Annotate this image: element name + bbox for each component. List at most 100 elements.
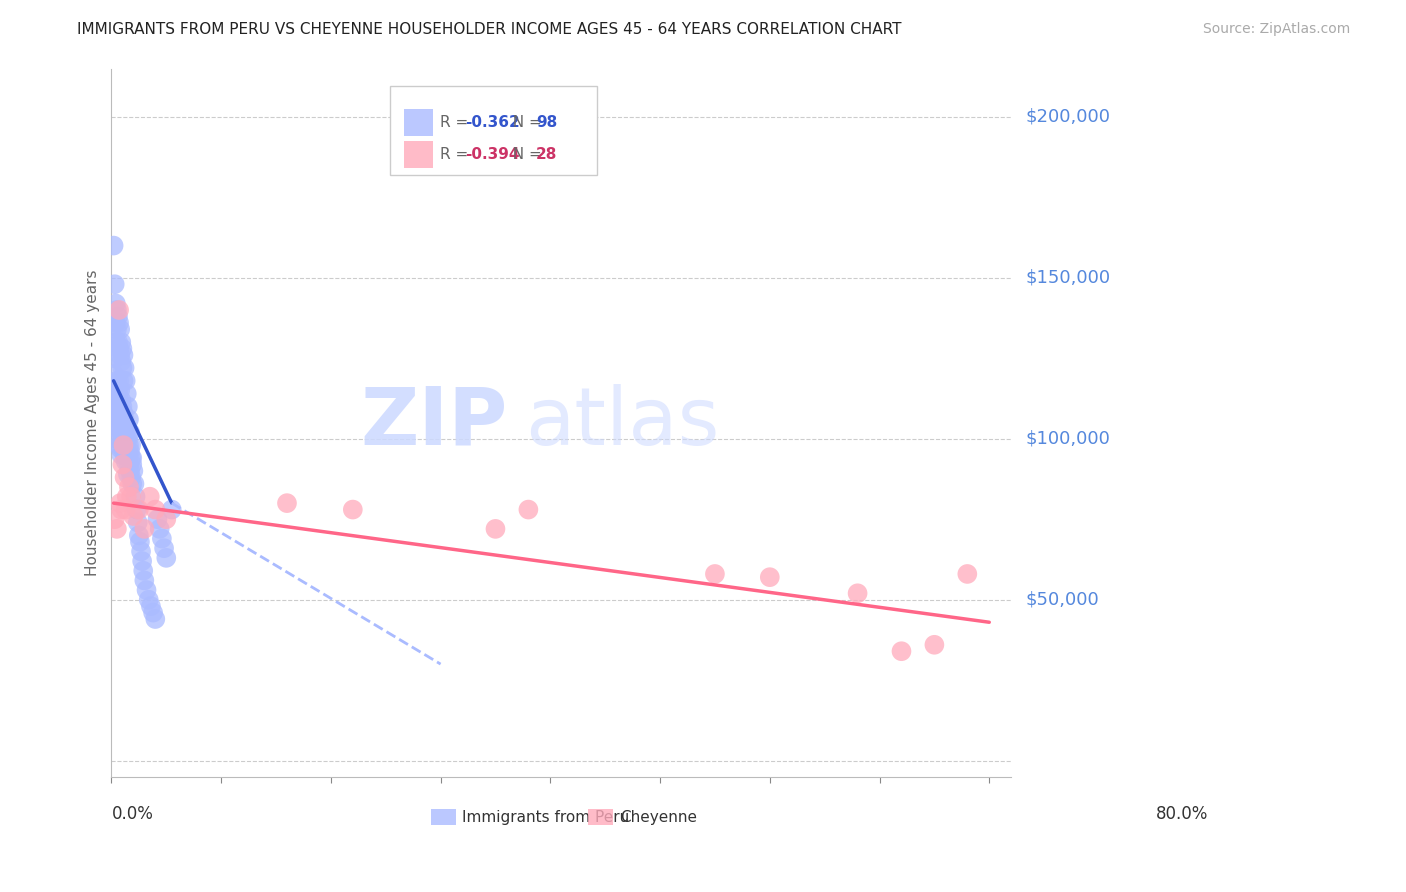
Point	[108, 316, 131, 330]
Point	[108, 442, 131, 456]
Point	[155, 550, 177, 565]
Text: 28: 28	[536, 146, 558, 161]
Point	[112, 422, 135, 436]
Point	[114, 454, 136, 468]
Point	[115, 444, 138, 458]
Point	[104, 416, 127, 430]
Point	[114, 448, 136, 462]
Point	[110, 393, 132, 408]
Point	[924, 638, 946, 652]
Point	[149, 522, 172, 536]
Point	[103, 238, 125, 252]
Point	[107, 422, 129, 436]
Point	[117, 467, 139, 482]
Point	[120, 438, 142, 452]
Point	[104, 351, 127, 366]
Point	[108, 322, 131, 336]
Point	[124, 476, 146, 491]
Point	[112, 442, 135, 456]
Point	[160, 502, 183, 516]
Point	[108, 348, 131, 362]
Y-axis label: Householder Income Ages 45 - 64 years: Householder Income Ages 45 - 64 years	[86, 269, 100, 576]
Point	[118, 480, 141, 494]
Point	[107, 335, 129, 350]
Point	[108, 496, 131, 510]
Point	[115, 386, 138, 401]
Text: R =: R =	[440, 115, 472, 130]
Point	[108, 412, 131, 426]
Point	[104, 512, 127, 526]
Point	[342, 502, 364, 516]
Text: $200,000: $200,000	[1025, 108, 1111, 126]
Point	[127, 516, 149, 530]
FancyBboxPatch shape	[404, 109, 433, 136]
Point	[105, 374, 128, 388]
Text: atlas: atlas	[526, 384, 720, 462]
Point	[111, 458, 134, 472]
Point	[104, 384, 127, 398]
Point	[105, 322, 128, 336]
Point	[105, 522, 128, 536]
Point	[108, 422, 131, 436]
Point	[108, 438, 131, 452]
Point	[110, 502, 132, 516]
Point	[114, 470, 136, 484]
Point	[111, 400, 134, 414]
Point	[121, 451, 143, 466]
Point	[120, 470, 142, 484]
Text: N =: N =	[503, 115, 547, 130]
Text: Source: ZipAtlas.com: Source: ZipAtlas.com	[1202, 22, 1350, 37]
Point	[110, 354, 132, 368]
Point	[153, 541, 176, 556]
Point	[108, 374, 131, 388]
Point	[115, 490, 138, 504]
Point	[138, 592, 160, 607]
Point	[143, 502, 166, 516]
Text: $150,000: $150,000	[1025, 268, 1111, 286]
Point	[134, 574, 156, 588]
FancyBboxPatch shape	[588, 809, 613, 825]
Point	[121, 476, 143, 491]
Point	[108, 384, 131, 398]
FancyBboxPatch shape	[391, 87, 598, 175]
Point	[120, 444, 142, 458]
Point	[890, 644, 912, 658]
Point	[276, 496, 298, 510]
Point	[703, 566, 725, 581]
Point	[142, 606, 165, 620]
Point	[122, 464, 145, 478]
Point	[111, 416, 134, 430]
Point	[104, 335, 127, 350]
Point	[759, 570, 782, 584]
Text: $50,000: $50,000	[1025, 591, 1099, 608]
Text: 80.0%: 80.0%	[1156, 805, 1209, 823]
Point	[135, 582, 157, 597]
Point	[112, 374, 135, 388]
Point	[108, 342, 131, 356]
Point	[111, 342, 134, 356]
Point	[125, 502, 148, 516]
Point	[104, 316, 127, 330]
Point	[107, 310, 129, 324]
Point	[120, 425, 142, 440]
Point	[104, 277, 127, 292]
Point	[517, 502, 540, 516]
Point	[846, 586, 869, 600]
Point	[110, 335, 132, 350]
Point	[139, 599, 162, 614]
Point	[484, 522, 506, 536]
Text: Cheyenne: Cheyenne	[620, 810, 697, 824]
Point	[114, 428, 136, 442]
Point	[131, 554, 153, 568]
Point	[111, 434, 134, 449]
Point	[114, 434, 136, 449]
Point	[107, 384, 129, 398]
Point	[132, 564, 155, 578]
Point	[112, 438, 135, 452]
Point	[108, 406, 131, 420]
FancyBboxPatch shape	[404, 141, 433, 168]
Point	[104, 296, 127, 310]
FancyBboxPatch shape	[430, 809, 456, 825]
Point	[139, 490, 162, 504]
Point	[117, 432, 139, 446]
